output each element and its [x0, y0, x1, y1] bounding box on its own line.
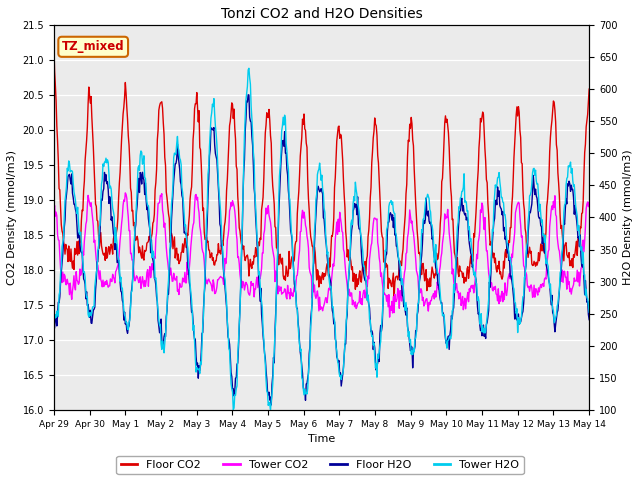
Tower H2O [50, 305, 58, 311]
Tower H2O [404, 320, 412, 326]
Tower H2O [388, 202, 396, 207]
Floor H2O [268, 402, 275, 408]
Tower H2O [169, 181, 177, 187]
Tower CO2 [388, 299, 396, 304]
Y-axis label: CO2 Density (mmol/m3): CO2 Density (mmol/m3) [7, 150, 17, 285]
Tower CO2 [115, 258, 122, 264]
Tower CO2 [586, 200, 593, 205]
Floor H2O [388, 217, 396, 223]
Line: Tower CO2: Tower CO2 [54, 193, 589, 317]
Legend: Floor CO2, Tower CO2, Floor H2O, Tower H2O: Floor CO2, Tower CO2, Floor H2O, Tower H… [116, 456, 524, 474]
Tower CO2 [122, 190, 129, 196]
X-axis label: Time: Time [308, 434, 335, 444]
Tower H2O [197, 361, 205, 367]
Floor H2O [115, 257, 122, 263]
Line: Floor H2O: Floor H2O [54, 95, 589, 405]
Tower H2O [229, 407, 237, 413]
Floor CO2 [403, 182, 411, 188]
Floor H2O [586, 317, 593, 323]
Tower CO2 [50, 208, 58, 214]
Tower H2O [60, 236, 67, 241]
Text: TZ_mixed: TZ_mixed [62, 40, 125, 53]
Floor CO2 [115, 195, 122, 201]
Floor H2O [50, 328, 58, 334]
Tower CO2 [386, 314, 394, 320]
Tower CO2 [170, 270, 177, 276]
Tower H2O [245, 65, 253, 71]
Tower CO2 [404, 235, 412, 240]
Floor CO2 [60, 239, 67, 245]
Floor H2O [404, 324, 412, 329]
Floor H2O [169, 190, 177, 196]
Floor CO2 [169, 246, 177, 252]
Floor CO2 [387, 277, 394, 283]
Floor CO2 [50, 41, 58, 47]
Floor CO2 [586, 86, 593, 92]
Tower CO2 [198, 245, 206, 251]
Tower H2O [115, 256, 122, 262]
Title: Tonzi CO2 and H2O Densities: Tonzi CO2 and H2O Densities [221, 7, 422, 21]
Floor H2O [197, 349, 205, 355]
Y-axis label: H2O Density (mmol/m3): H2O Density (mmol/m3) [623, 150, 633, 285]
Floor CO2 [197, 162, 205, 168]
Floor H2O [244, 92, 252, 97]
Tower H2O [586, 310, 593, 315]
Line: Tower H2O: Tower H2O [54, 68, 589, 410]
Floor CO2 [390, 296, 398, 301]
Floor H2O [60, 239, 67, 244]
Tower CO2 [60, 279, 67, 285]
Line: Floor CO2: Floor CO2 [54, 44, 589, 299]
